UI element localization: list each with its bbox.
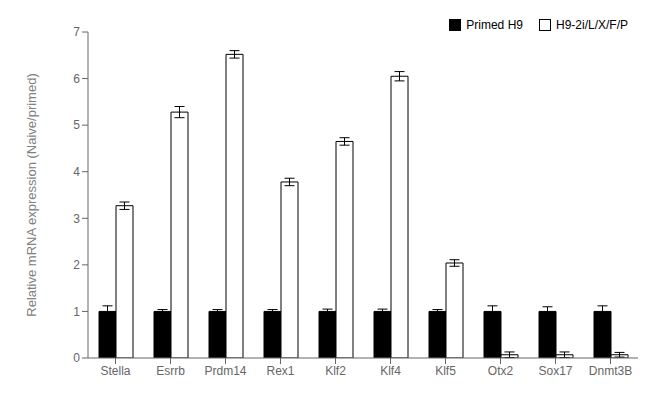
- svg-text:7: 7: [73, 25, 80, 39]
- html-text:Primed H9: Primed H9: [466, 18, 523, 32]
- svg-text:Dnmt3B: Dnmt3B: [589, 364, 632, 378]
- svg-text:Prdm14: Prdm14: [204, 364, 246, 378]
- svg-text:5: 5: [73, 118, 80, 132]
- svg-text:Klf4: Klf4: [380, 364, 401, 378]
- svg-text:Klf2: Klf2: [325, 364, 346, 378]
- svg-text:Stella: Stella: [100, 364, 130, 378]
- svg-text:Klf5: Klf5: [435, 364, 456, 378]
- svg-text:3: 3: [73, 212, 80, 226]
- svg-text:6: 6: [73, 72, 80, 86]
- svg-text:0: 0: [73, 351, 80, 365]
- svg-text:2: 2: [73, 258, 80, 272]
- svg-text:Otx2: Otx2: [488, 364, 514, 378]
- svg-text:Rex1: Rex1: [266, 364, 294, 378]
- html-text:H9-2i/L/X/F/P: H9-2i/L/X/F/P: [556, 18, 628, 32]
- svg-text:4: 4: [73, 165, 80, 179]
- svg-text:1: 1: [73, 305, 80, 319]
- svg-text:Sox17: Sox17: [538, 364, 572, 378]
- svg-text:Esrrb: Esrrb: [156, 364, 185, 378]
- svg-text:Relative mRNA expression (Naiv: Relative mRNA expression (Naive/primed): [24, 73, 39, 316]
